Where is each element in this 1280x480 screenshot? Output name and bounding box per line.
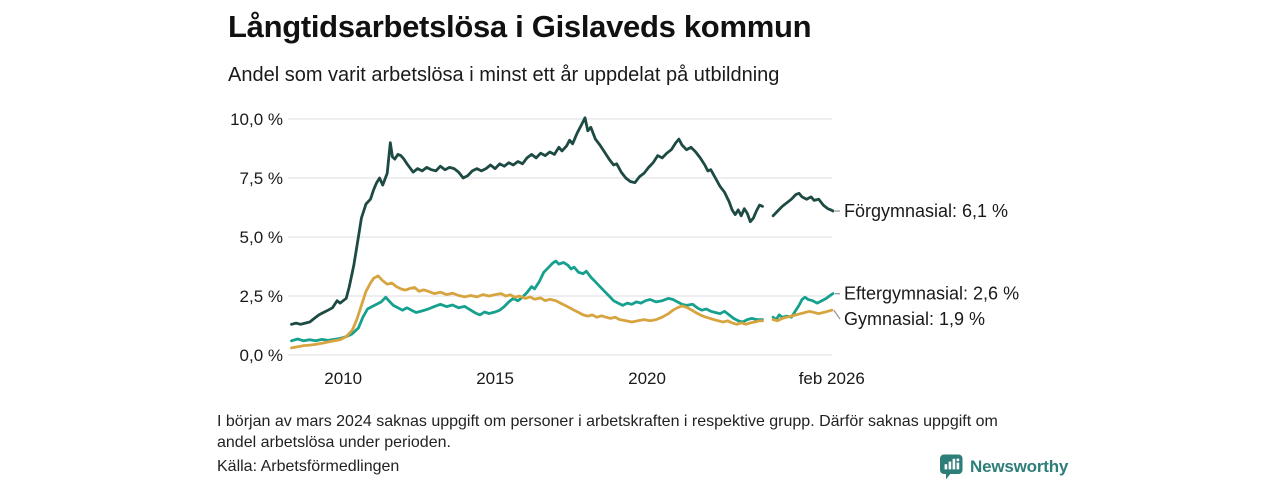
- page-title: Långtidsarbetslösa i Gislaveds kommun: [228, 9, 812, 44]
- series-line-forgymnasial: [290, 116, 764, 326]
- x-tick-label: feb 2026: [799, 369, 865, 388]
- series-line-forgymnasial: [771, 191, 835, 218]
- series-line-gymnasial: [771, 308, 834, 323]
- newsworthy-wordmark: Newsworthy: [970, 457, 1069, 476]
- chart-footnote: I början av mars 2024 saknas uppgift om …: [217, 411, 1077, 453]
- series-end-label-forgymnasial: Förgymnasial: 6,1 %: [844, 201, 1008, 221]
- label-connector-gymnasial: [833, 309, 841, 320]
- series-end-label-eftergymnasial: Eftergymnasial: 2,6 %: [844, 284, 1019, 304]
- newsworthy-logo[interactable]: Newsworthy: [940, 454, 1068, 480]
- footnote-line-1: I början av mars 2024 saknas uppgift om …: [217, 413, 998, 430]
- y-tick-label: 2,5 %: [240, 287, 283, 306]
- chart-subtitle: Andel som varit arbetslösa i minst ett å…: [228, 64, 780, 86]
- series-line-gymnasial: [290, 274, 764, 350]
- x-tick-label: 2010: [324, 369, 362, 388]
- y-tick-label: 7,5 %: [240, 169, 283, 188]
- series-line-eftergymnasial: [290, 259, 764, 343]
- y-tick-label: 0,0 %: [240, 346, 283, 365]
- source-text: Källa: Arbetsförmedlingen: [217, 458, 400, 475]
- series-end-label-gymnasial: Gymnasial: 1,9 %: [844, 309, 985, 329]
- x-tick-label: 2015: [476, 369, 514, 388]
- x-tick-label: 2020: [628, 369, 666, 388]
- series-line-eftergymnasial: [771, 292, 835, 322]
- footnote-line-2: andel arbetslösa under perioden.: [217, 434, 451, 451]
- y-tick-label: 10,0 %: [230, 110, 283, 129]
- newsworthy-icon: [940, 454, 963, 480]
- y-tick-label: 5,0 %: [240, 228, 283, 247]
